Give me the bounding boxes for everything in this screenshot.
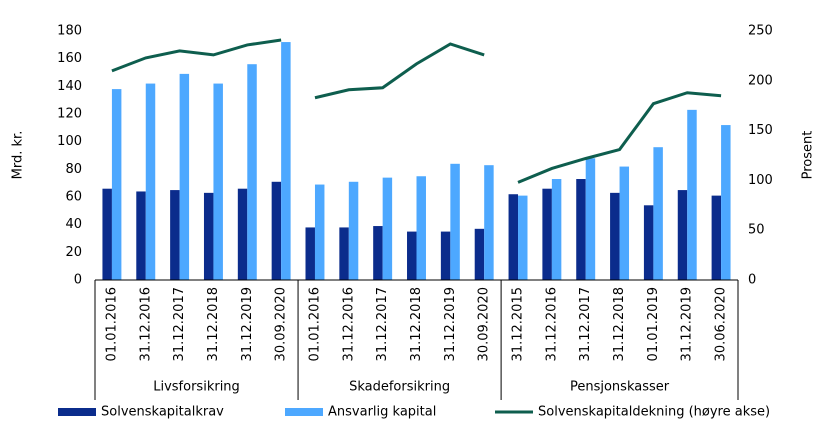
bar [339,227,349,280]
y-tick-label: 180 [57,24,82,39]
bar [576,179,586,280]
y-tick-label: 120 [57,107,82,122]
bar [179,73,190,280]
bar [348,181,359,280]
bar [237,188,248,280]
bar [551,179,562,280]
bar [203,192,214,280]
bar [111,89,122,280]
x-tick-label: 30.09.2020 [477,287,492,361]
x-tick-label: 31.12.2019 [443,287,458,361]
bar [677,190,688,280]
bar [281,42,291,280]
bar [518,195,528,280]
bar [305,227,315,280]
bar [247,64,257,280]
x-tick-label: 31.12.2019 [240,287,255,361]
y-tick-label: 20 [65,245,82,260]
legend-label: Ansvarlig kapital [328,405,436,420]
bar [653,147,663,280]
bar [687,109,697,280]
line [517,91,722,184]
bar [314,184,325,280]
bar [170,190,180,280]
y2-tick-label: 150 [748,123,773,138]
y2-tick-label: 200 [748,73,773,88]
y-tick-label: 100 [57,134,82,149]
bar [213,83,223,280]
line [314,42,485,100]
x-tick-label: 31.12.2018 [206,287,221,361]
x-tick-label: 01.01.2019 [646,287,661,361]
bar [373,226,383,280]
bar [585,158,596,280]
bar [619,166,630,280]
x-tick-label: 31.12.2017 [375,287,390,361]
x-tick-label: 31.12.2018 [612,287,627,361]
y-tick-label: 80 [65,162,82,177]
y-tick-label: 40 [65,217,82,232]
x-tick-label: 31.12.2017 [172,287,187,361]
y-axis-title: Mrd. kr. [11,131,26,180]
group-label: Pensjonskasser [570,380,670,395]
bar [136,191,146,280]
group-label: Livsforsikring [153,380,240,395]
bar [271,181,282,280]
y-tick-label: 160 [57,51,82,66]
bar [102,188,112,280]
y2-axis-title: Prosent [801,131,816,180]
x-tick-label: 31.12.2019 [680,287,695,361]
bar [407,231,417,280]
x-tick-label: 31.12.2016 [341,287,356,361]
y2-tick-label: 50 [748,223,765,238]
bar [416,176,426,280]
x-tick-label: 31.12.2018 [409,287,424,361]
y-tick-label: 60 [65,190,82,205]
x-tick-label: 31.12.2017 [578,287,593,361]
x-tick-label: 30.06.2020 [714,287,729,361]
legend-label: Solvenskapitalkrav [101,405,224,420]
bar [440,231,451,280]
bar [721,125,731,280]
bar [643,205,654,280]
bar [508,194,519,280]
line [111,38,282,73]
y-tick-label: 0 [74,273,82,288]
y2-tick-label: 250 [748,24,773,39]
bar [382,177,393,280]
x-tick-label: 31.12.2016 [138,287,153,361]
bar [484,165,494,280]
x-tick-label: 01.01.2016 [307,287,322,361]
legend-swatch [58,408,96,416]
x-tick-label: 01.01.2016 [104,287,119,361]
bar [610,192,620,280]
legend-swatch [285,408,323,416]
group-label: Skadeforsikring [349,380,450,395]
legend-label: Solvenskapitaldekning (høyre akse) [538,405,770,420]
x-tick-label: 31.12.2016 [544,287,559,361]
y2-tick-label: 100 [748,173,773,188]
bar [450,163,460,280]
x-tick-label: 31.12.2015 [511,287,526,361]
y-tick-label: 140 [57,79,82,94]
bar [711,195,722,280]
bar [542,188,552,280]
bar [145,83,156,280]
x-tick-label: 30.09.2020 [274,287,289,361]
bar [474,228,485,280]
y2-tick-label: 0 [748,273,756,288]
